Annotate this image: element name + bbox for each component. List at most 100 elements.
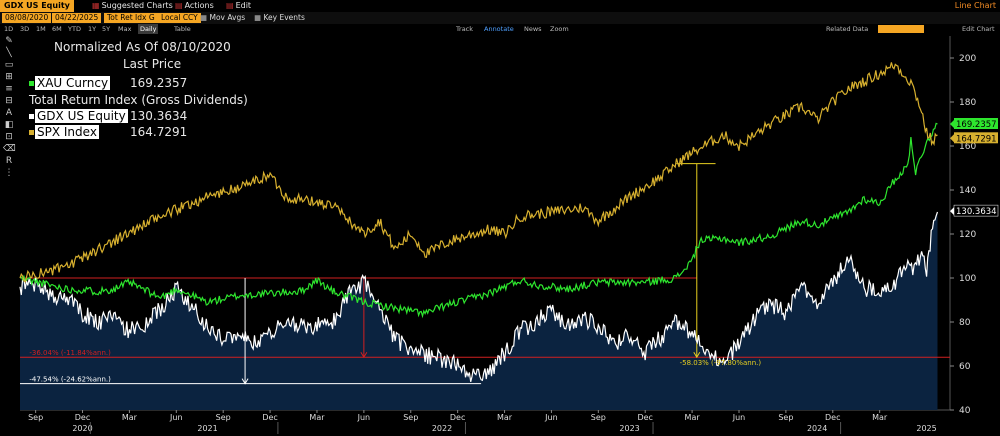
x-tick-label: Sep — [591, 413, 606, 422]
x-tick-label: Dec — [450, 413, 465, 422]
legend-xau[interactable]: XAU Curncy — [29, 76, 111, 90]
related-data-menu[interactable]: Related Data — [826, 25, 869, 33]
track-tool[interactable]: Track — [456, 25, 474, 33]
period-1d[interactable]: 1D — [4, 25, 14, 33]
pattern-icon[interactable]: ⊞ — [5, 72, 13, 82]
y-tick-label: 200 — [959, 54, 976, 64]
x-tick-label: Dec — [262, 413, 277, 422]
y-tick-label: 80 — [959, 318, 971, 328]
spx-color-swatch — [29, 130, 34, 135]
edit-menu[interactable]: ▤ Edit — [226, 1, 252, 10]
frequency-selector[interactable]: Daily — [138, 24, 159, 34]
drawdown-arrowhead-yellow — [693, 351, 701, 359]
last-value-tag-spx-index: 164.7291 — [956, 134, 997, 144]
period-1y[interactable]: 1Y — [88, 25, 97, 33]
checkbox-icon: ■ — [254, 13, 264, 22]
x-tick-label: Dec — [637, 413, 652, 422]
x-year-label: 2020 — [72, 424, 92, 433]
pencil-icon[interactable]: ✎ — [5, 36, 13, 46]
x-tick-label: Mar — [122, 413, 138, 422]
y-tick-label: 180 — [959, 98, 976, 108]
x-tick-label: Sep — [778, 413, 793, 422]
period-bar: 1D 3D 1M 6M YTD 1Y 5Y Max Daily Table Tr… — [0, 24, 1000, 34]
period-ytd[interactable]: YTD — [68, 25, 81, 33]
x-tick-label: Sep — [28, 413, 43, 422]
x-tick-label: Dec — [75, 413, 90, 422]
annotation-label-yellow: -58.03% (-97.80%ann.) — [680, 359, 762, 367]
x-tick-label: Dec — [825, 413, 840, 422]
actions-icon: ▤ — [175, 1, 183, 10]
legend-last-price-header: Last Price — [123, 57, 182, 71]
ticker-field[interactable]: GDX US Equity — [0, 0, 74, 12]
rectangle-icon[interactable]: ▭ — [4, 60, 14, 70]
edit-chart-menu[interactable]: Edit Chart — [962, 25, 995, 33]
last-value-tag-xau-curncy: 169.2357 — [956, 120, 997, 130]
grid-icon[interactable]: ⊟ — [5, 96, 13, 106]
field-selector[interactable]: Tot Ret Idx G — [104, 13, 158, 23]
currency-selector[interactable]: Local CCY — [158, 13, 201, 23]
y-tick-label: 120 — [959, 230, 976, 240]
news-tool[interactable]: News — [524, 25, 542, 33]
last-value-tag-gdx-us-equity: 130.3634 — [956, 207, 997, 217]
eraser-icon[interactable]: ⌫ — [3, 144, 16, 154]
x-tick-label: Sep — [216, 413, 231, 422]
series-line-spx-index — [19, 62, 938, 283]
period-1m[interactable]: 1M — [36, 25, 46, 33]
period-max[interactable]: Max — [118, 25, 132, 33]
x-tick-label: Sep — [403, 413, 418, 422]
y-tick-label: 100 — [959, 274, 976, 284]
legend-tri-label: Total Return Index (Gross Dividends) — [29, 93, 248, 107]
period-5y[interactable]: 5Y — [102, 25, 111, 33]
annotate-tool[interactable]: Annotate — [484, 25, 514, 33]
zoom-tool[interactable]: Zoom — [550, 25, 569, 33]
edit-icon: ▤ — [226, 1, 234, 10]
end-date-field[interactable]: 04/22/2025 — [52, 13, 102, 23]
y-tick-label: 40 — [959, 406, 971, 416]
legend-spx-name: SPX Index — [35, 125, 99, 139]
last-value-tag-bg — [954, 118, 998, 129]
text-icon[interactable]: A — [5, 108, 13, 118]
x-year-label: 2025 — [916, 424, 936, 433]
ellipsis-icon[interactable]: ⋮ — [4, 168, 14, 178]
actions-menu[interactable]: ▤ Actions — [175, 1, 214, 10]
mov-avgs-toggle[interactable]: ■ Mov Avgs — [200, 13, 246, 22]
fibonacci-icon[interactable]: ≡ — [5, 84, 13, 94]
measure-icon[interactable]: ⊡ — [5, 132, 13, 142]
start-date-field[interactable]: 08/08/2020 — [2, 13, 52, 23]
x-year-label: 2021 — [197, 424, 217, 433]
series-line-xau-curncy — [19, 122, 938, 319]
legend-gdx-value: 130.3634 — [130, 109, 188, 123]
x-tick-label: Jun — [544, 413, 558, 422]
x-year-label: 2024 — [807, 424, 827, 433]
last-value-tag-pointer — [950, 134, 954, 143]
last-value-tag-pointer — [950, 207, 954, 216]
legend-gdx[interactable]: GDX US Equity — [29, 109, 128, 123]
x-year-label: 2022 — [432, 424, 452, 433]
table-button[interactable]: Table — [174, 25, 191, 33]
suggested-charts-menu[interactable]: ▦ Suggested Charts — [92, 1, 173, 10]
period-3d[interactable]: 3D — [20, 25, 30, 33]
y-tick-label: 60 — [959, 362, 971, 372]
gdx-area-fill — [20, 212, 938, 410]
legend-title: Normalized As Of 08/10/2020 — [54, 40, 231, 54]
x-tick-label: Mar — [872, 413, 888, 422]
legend-spx[interactable]: SPX Index — [29, 125, 99, 139]
params-bar: 08/08/2020 04/22/2025 Tot Ret Idx G Loca… — [0, 12, 1000, 24]
x-tick-label: Jun — [732, 413, 746, 422]
line-icon[interactable]: ╲ — [6, 48, 12, 58]
y-tick-label: 140 — [959, 186, 976, 196]
r-icon[interactable]: R — [5, 156, 13, 166]
drawdown-arrowhead-white — [241, 378, 249, 385]
x-tick-label: Mar — [497, 413, 513, 422]
annotation-label-white: -47.54% (-24.62%ann.) — [29, 376, 111, 384]
key-events-toggle[interactable]: ■ Key Events — [254, 13, 305, 22]
shapes-icon[interactable]: ◧ — [4, 120, 14, 130]
x-year-label: 2023 — [619, 424, 639, 433]
orange-input-box[interactable] — [878, 25, 924, 33]
x-tick-label: Mar — [685, 413, 701, 422]
x-tick-label: Jun — [357, 413, 371, 422]
annotation-label-red: -36.04% (-11.84%ann.) — [29, 349, 111, 357]
y-tick-label: 160 — [959, 142, 976, 152]
period-6m[interactable]: 6M — [52, 25, 62, 33]
